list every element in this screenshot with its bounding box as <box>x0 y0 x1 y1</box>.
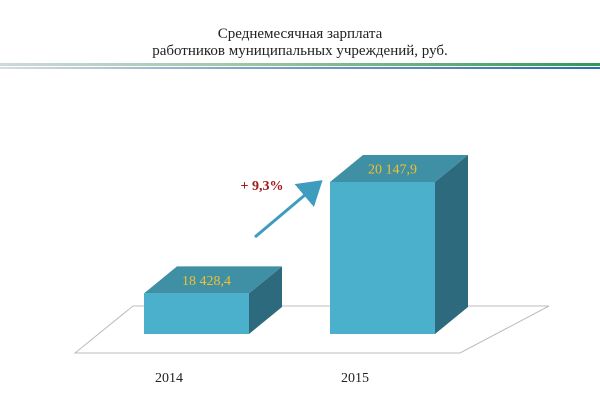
bar-top-face <box>330 155 468 182</box>
bar-value-label: 18 428,4 <box>182 274 231 289</box>
chart-title-line-1: Среднемесячная зарплата <box>217 26 383 42</box>
bar-front-face <box>144 293 249 334</box>
bar-2015: 20 147,9 2015 <box>330 155 468 386</box>
chart-title-line-2: работников муниципальных учреждений, руб… <box>152 43 448 59</box>
x-tick-label: 2015 <box>341 371 369 386</box>
bar-side-face <box>249 266 282 334</box>
bar-top-face <box>144 266 282 294</box>
growth-arrow <box>254 180 323 239</box>
bar-side-face <box>435 155 468 334</box>
header-rule-green <box>0 63 600 66</box>
growth-annotation: + 9,3% <box>241 179 284 194</box>
bar-2014: 18 428,4 2014 <box>144 266 282 386</box>
bar-value-label: 20 147,9 <box>368 163 417 178</box>
bars-layer: 18 428,4 2014 20 147,9 2015 <box>144 155 468 386</box>
x-tick-label: 2014 <box>155 371 183 386</box>
header-rule-blue <box>0 67 600 69</box>
bar-front-face <box>330 182 435 334</box>
